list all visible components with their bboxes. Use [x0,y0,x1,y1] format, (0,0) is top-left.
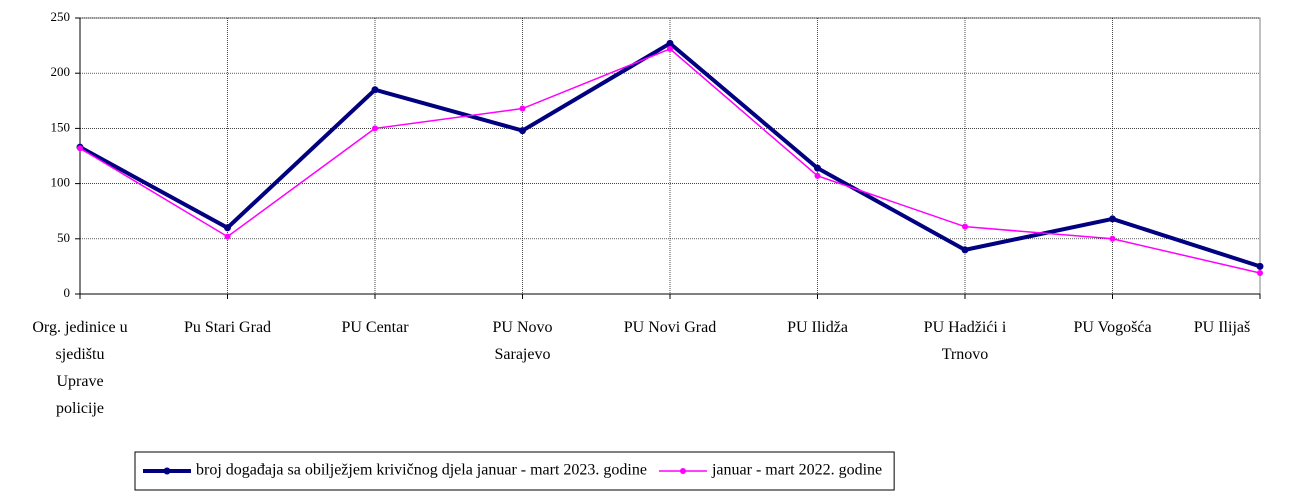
y-tick-label: 250 [51,9,71,24]
y-tick-label: 0 [64,285,71,300]
point [1109,215,1116,223]
x-tick-label: Org. jedinice u sjedištu Uprave policije [32,319,128,417]
point [224,224,231,232]
y-tick-label: 150 [51,119,71,134]
point [77,145,83,152]
y-tick-label: 50 [57,230,70,245]
x-tick-label: PU Ilijaš [1193,319,1251,336]
point [961,246,969,254]
point [519,127,526,135]
point [519,105,526,112]
point [372,125,378,132]
x-tick-label: PU Novi Grad [623,319,717,336]
x-tick-label: Pu Stari Grad [183,319,272,336]
x-tick-label: PU Vogošća [1073,319,1152,336]
x-tick-label: PU Novo Sarajevo [492,319,553,363]
point [667,45,673,52]
point [1109,235,1116,242]
legend-label: broj događaja sa obilježjem krivičnog dj… [196,462,647,479]
x-tick-label: PU Hadžići i Trnovo [923,319,1007,363]
point [1256,262,1264,270]
y-tick-label: 100 [51,175,71,190]
point [224,233,231,240]
x-tick-label: PU Ilidža [787,319,848,336]
point [814,164,821,172]
point [1257,270,1263,277]
x-tick-label: PU Centar [341,319,409,336]
point [962,223,968,230]
point [814,172,821,179]
y-tick-label: 200 [51,64,71,79]
legend-label: januar - mart 2022. godine [711,462,882,479]
legend-marker [163,467,171,475]
legend-marker [679,468,686,474]
point [371,86,379,94]
legend [134,451,895,491]
point [666,39,674,47]
